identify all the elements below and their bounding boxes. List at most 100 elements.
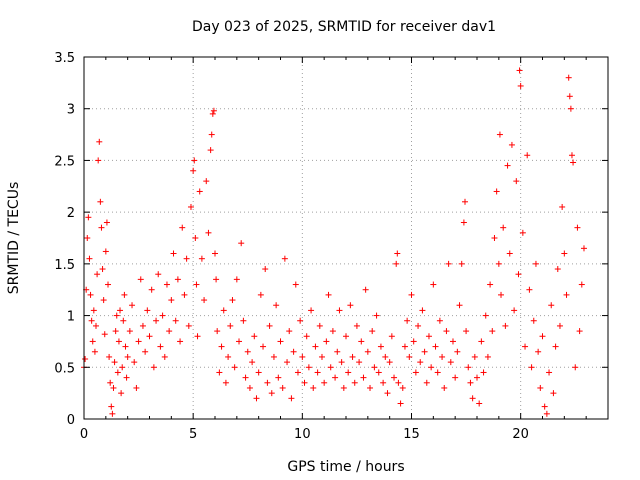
data-point — [159, 312, 166, 319]
data-point — [395, 379, 402, 386]
data-point — [216, 369, 223, 376]
data-point — [465, 364, 472, 371]
data-point — [567, 105, 574, 112]
data-point — [288, 395, 295, 402]
axis-ticks — [83, 56, 609, 420]
data-point — [303, 333, 310, 340]
data-point — [515, 271, 522, 278]
data-point — [382, 353, 389, 360]
data-point — [110, 384, 117, 391]
data-point — [406, 353, 413, 360]
data-point — [100, 297, 107, 304]
data-point — [496, 131, 503, 138]
data-point — [476, 400, 483, 407]
data-point — [214, 328, 221, 335]
data-point — [98, 224, 105, 231]
data-point — [157, 343, 164, 350]
data-point — [260, 343, 267, 350]
data-point — [528, 364, 535, 371]
data-point — [452, 374, 459, 381]
data-point — [266, 322, 273, 329]
data-point — [96, 138, 103, 145]
data-point — [338, 359, 345, 366]
data-point — [410, 338, 417, 345]
data-point — [179, 224, 186, 231]
data-point — [502, 322, 509, 329]
data-point — [238, 240, 245, 247]
data-point — [273, 302, 280, 309]
data-point — [201, 297, 208, 304]
data-point — [388, 333, 395, 340]
data-point — [305, 364, 312, 371]
data-point — [255, 369, 262, 376]
data-point — [367, 384, 374, 391]
data-point — [240, 317, 247, 324]
data-point — [441, 384, 448, 391]
data-point — [242, 374, 249, 381]
data-point — [297, 317, 304, 324]
x-tick-label: 10 — [294, 427, 311, 442]
data-point — [456, 302, 463, 309]
data-point — [358, 338, 365, 345]
data-point — [399, 384, 406, 391]
data-point — [535, 348, 542, 355]
data-point — [91, 348, 98, 355]
data-point — [284, 359, 291, 366]
data-point — [561, 250, 568, 257]
data-point — [316, 322, 323, 329]
data-point — [174, 276, 181, 283]
data-point — [225, 353, 232, 360]
data-point — [218, 343, 225, 350]
data-point — [292, 281, 299, 288]
data-point — [192, 235, 199, 241]
data-point — [574, 224, 581, 231]
data-point — [93, 322, 100, 329]
data-point — [111, 359, 118, 366]
data-point — [532, 260, 539, 267]
data-point — [137, 276, 144, 283]
data-point — [257, 291, 264, 298]
data-point — [460, 219, 467, 226]
data-point — [484, 353, 491, 360]
data-point — [229, 297, 236, 304]
data-point — [299, 353, 306, 360]
data-point — [82, 356, 89, 363]
data-point — [336, 307, 343, 314]
data-point — [99, 266, 106, 273]
data-point — [384, 390, 391, 397]
data-point — [294, 369, 301, 376]
data-point — [524, 152, 531, 159]
data-point — [131, 359, 138, 366]
y-tick-label: 3.5 — [54, 51, 75, 66]
data-point — [198, 255, 205, 262]
data-point — [439, 353, 446, 360]
data-point — [548, 302, 555, 309]
data-point — [421, 348, 428, 355]
data-point — [393, 260, 400, 267]
data-point — [541, 403, 548, 410]
data-point — [386, 359, 393, 366]
data-point — [191, 157, 198, 164]
data-point — [95, 157, 102, 164]
data-point — [301, 379, 308, 386]
x-tick-labels: 0 5 10 15 20 — [80, 427, 529, 442]
data-point — [572, 364, 579, 371]
data-point — [90, 307, 97, 314]
data-point — [530, 317, 537, 324]
data-point — [118, 390, 125, 397]
data-point — [570, 159, 577, 166]
data-point — [194, 333, 201, 340]
data-point — [369, 328, 376, 335]
data-point — [114, 369, 121, 376]
data-point — [580, 245, 587, 252]
data-point — [155, 271, 162, 278]
data-point — [543, 410, 550, 417]
data-point — [113, 312, 120, 319]
data-point — [122, 343, 129, 350]
data-point — [347, 302, 354, 309]
x-tick-label: 5 — [189, 427, 197, 442]
data-point — [166, 328, 173, 335]
data-point — [447, 359, 454, 366]
data-point — [281, 255, 288, 262]
data-point — [246, 384, 253, 391]
